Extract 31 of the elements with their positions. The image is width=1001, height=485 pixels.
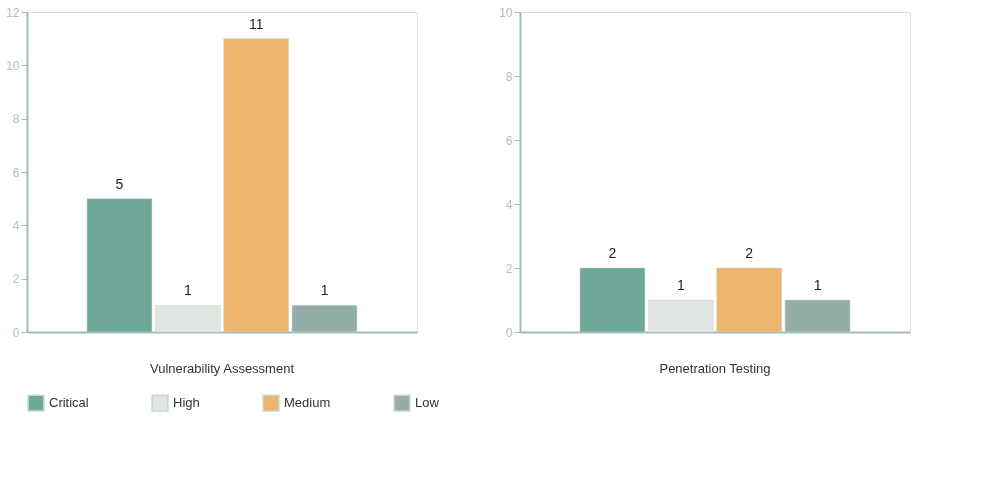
data-label: 1 — [676, 277, 685, 293]
data-label: 5 — [115, 175, 124, 192]
legend-label: Low — [415, 395, 440, 411]
data-label: 11 — [248, 15, 264, 32]
data-label: 1 — [183, 282, 192, 299]
bar — [86, 198, 153, 333]
y-tick-label: 0 — [505, 325, 513, 340]
bar — [155, 305, 221, 333]
bar — [223, 38, 289, 333]
data-label: 1 — [320, 282, 329, 299]
data-label: 1 — [813, 277, 822, 293]
y-tick-label: 2 — [12, 272, 20, 287]
y-tick-label: 10 — [499, 5, 513, 20]
y-tick-label: 12 — [6, 5, 20, 20]
y-tick-label: 2 — [505, 261, 513, 276]
y-tick-label: 6 — [12, 165, 20, 180]
legend-label: High — [173, 395, 200, 411]
legend-label: Critical — [49, 395, 89, 411]
x-tick-label: Penetration Testing — [659, 360, 771, 376]
y-tick-label: 0 — [12, 325, 20, 340]
legend-label: Medium — [284, 395, 331, 411]
x-tick-label: Vulnerability Assessment — [149, 360, 295, 376]
data-label: 2 — [745, 245, 754, 261]
y-tick-label: 8 — [12, 112, 20, 127]
data-label: 2 — [608, 245, 617, 261]
bar — [291, 305, 358, 333]
y-tick-label: 10 — [6, 58, 20, 73]
y-tick-label: 8 — [505, 69, 513, 84]
y-tick-label: 4 — [12, 218, 20, 233]
y-tick-label: 4 — [505, 197, 513, 212]
y-tick-label: 6 — [505, 133, 513, 148]
